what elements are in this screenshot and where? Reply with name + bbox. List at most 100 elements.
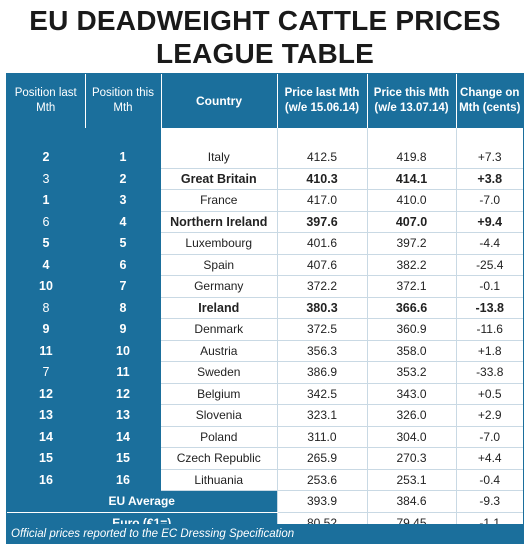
table-row: 9 9 Denmark 372.5 360.9 -11.6 xyxy=(7,318,523,341)
country-cell: Czech Republic xyxy=(161,447,277,470)
price-this-cell: 353.2 xyxy=(366,361,456,384)
position-last-cell: 4 xyxy=(7,254,85,276)
price-last-cell: 417.0 xyxy=(276,189,367,212)
position-last-cell: 6 xyxy=(7,211,85,233)
price-last-cell: 265.9 xyxy=(276,447,367,470)
position-this-cell: 1 xyxy=(85,146,161,169)
title-line-1: EU DEADWEIGHT CATTLE PRICES xyxy=(29,5,501,36)
change-cell: -7.0 xyxy=(455,189,523,212)
country-cell: Germany xyxy=(161,275,277,298)
page-title: EU DEADWEIGHT CATTLE PRICES LEAGUE TABLE xyxy=(0,4,530,70)
table-row: 1 3 France 417.0 410.0 -7.0 xyxy=(7,189,523,212)
position-last-cell: 1 xyxy=(7,189,85,212)
table-header-row: Position last Mth Position this Mth Coun… xyxy=(7,74,523,128)
position-last-cell: 8 xyxy=(7,297,85,319)
country-cell: Austria xyxy=(161,340,277,362)
table-row: 16 16 Lithuania 253.6 253.1 -0.4 xyxy=(7,469,523,491)
table-row: 2 1 Italy 412.5 419.8 +7.3 xyxy=(7,146,523,169)
table-row: 11 10 Austria 356.3 358.0 +1.8 xyxy=(7,340,523,362)
price-this-cell: 410.0 xyxy=(366,189,456,212)
price-this-cell: 343.0 xyxy=(366,383,456,405)
position-this-cell: 15 xyxy=(85,447,161,470)
country-cell: France xyxy=(161,189,277,212)
footnote: Official prices reported to the EC Dress… xyxy=(7,524,523,544)
position-this-cell: 12 xyxy=(85,383,161,405)
header-position-this: Position this Mth xyxy=(85,74,162,128)
price-this-cell: 397.2 xyxy=(366,232,456,255)
header-price-last: Price last Mth (w/e 15.06.14) xyxy=(277,74,368,128)
position-this-cell: 11 xyxy=(85,361,161,384)
country-cell: Northern Ireland xyxy=(161,211,277,233)
price-this-cell: 419.8 xyxy=(366,146,456,169)
price-last-cell: 311.0 xyxy=(276,426,367,448)
header-change: Change on Mth (cents) xyxy=(456,74,523,128)
position-this-cell: 16 xyxy=(85,469,161,491)
position-last-cell: 12 xyxy=(7,383,85,405)
change-cell: -0.1 xyxy=(455,275,523,298)
price-last-cell: 253.6 xyxy=(276,469,367,491)
change-cell: -0.4 xyxy=(455,469,523,491)
table-row: 14 14 Poland 311.0 304.0 -7.0 xyxy=(7,426,523,448)
price-this-cell: 304.0 xyxy=(366,426,456,448)
price-last-cell: 380.3 xyxy=(276,297,367,319)
eu-average-row: EU Average 393.9 384.6 -9.3 xyxy=(7,490,523,513)
eu-average-row-price-this: 384.6 xyxy=(366,490,456,513)
change-cell: -25.4 xyxy=(455,254,523,276)
position-last-cell: 11 xyxy=(7,340,85,362)
country-cell: Sweden xyxy=(161,361,277,384)
position-last-cell: 10 xyxy=(7,275,85,298)
position-last-cell: 15 xyxy=(7,447,85,470)
country-cell: Great Britain xyxy=(161,168,277,190)
price-last-cell: 372.2 xyxy=(276,275,367,298)
change-cell: +4.4 xyxy=(455,447,523,470)
country-cell: Lithuania xyxy=(161,469,277,491)
position-this-cell: 5 xyxy=(85,232,161,255)
price-this-cell: 372.1 xyxy=(366,275,456,298)
change-cell: +9.4 xyxy=(455,211,523,233)
country-cell: Denmark xyxy=(161,318,277,341)
country-cell: Poland xyxy=(161,426,277,448)
header-position-last: Position last Mth xyxy=(7,74,86,128)
position-last-cell: 2 xyxy=(7,146,85,169)
position-this-cell: 7 xyxy=(85,275,161,298)
price-last-cell: 386.9 xyxy=(276,361,367,384)
price-last-cell: 342.5 xyxy=(276,383,367,405)
change-cell: +3.8 xyxy=(455,168,523,190)
price-this-cell: 407.0 xyxy=(366,211,456,233)
title-line-2: LEAGUE TABLE xyxy=(155,38,375,69)
change-cell: +7.3 xyxy=(455,146,523,169)
country-cell: Luxembourg xyxy=(161,232,277,255)
position-this-cell: 4 xyxy=(85,211,161,233)
price-last-cell: 323.1 xyxy=(276,404,367,427)
change-cell: +2.9 xyxy=(455,404,523,427)
price-last-cell: 412.5 xyxy=(276,146,367,169)
table-row: 6 4 Northern Ireland 397.6 407.0 +9.4 xyxy=(7,211,523,233)
country-cell: Belgium xyxy=(161,383,277,405)
spacer-row xyxy=(7,128,523,147)
country-cell: Slovenia xyxy=(161,404,277,427)
change-cell: -13.8 xyxy=(455,297,523,319)
eu-average-row-price-last: 393.9 xyxy=(276,490,367,513)
price-last-cell: 401.6 xyxy=(276,232,367,255)
position-this-cell: 13 xyxy=(85,404,161,427)
header-price-this: Price this Mth (w/e 13.07.14) xyxy=(367,74,457,128)
price-this-cell: 366.6 xyxy=(366,297,456,319)
table-row: 8 8 Ireland 380.3 366.6 -13.8 xyxy=(7,297,523,319)
cattle-price-table: Position last Mth Position this Mth Coun… xyxy=(7,74,523,534)
position-last-cell: 3 xyxy=(7,168,85,190)
eu-average-row-change: -9.3 xyxy=(455,490,523,513)
position-this-cell: 10 xyxy=(85,340,161,362)
price-last-cell: 397.6 xyxy=(276,211,367,233)
table-row: 4 6 Spain 407.6 382.2 -25.4 xyxy=(7,254,523,276)
price-this-cell: 253.1 xyxy=(366,469,456,491)
position-last-cell: 7 xyxy=(7,361,85,384)
table-row: 12 12 Belgium 342.5 343.0 +0.5 xyxy=(7,383,523,405)
table-row: 3 2 Great Britain 410.3 414.1 +3.8 xyxy=(7,168,523,190)
position-last-cell: 9 xyxy=(7,318,85,341)
change-cell: -33.8 xyxy=(455,361,523,384)
table-row: 5 5 Luxembourg 401.6 397.2 -4.4 xyxy=(7,232,523,255)
price-this-cell: 358.0 xyxy=(366,340,456,362)
position-last-cell: 13 xyxy=(7,404,85,427)
table-row: 13 13 Slovenia 323.1 326.0 +2.9 xyxy=(7,404,523,427)
